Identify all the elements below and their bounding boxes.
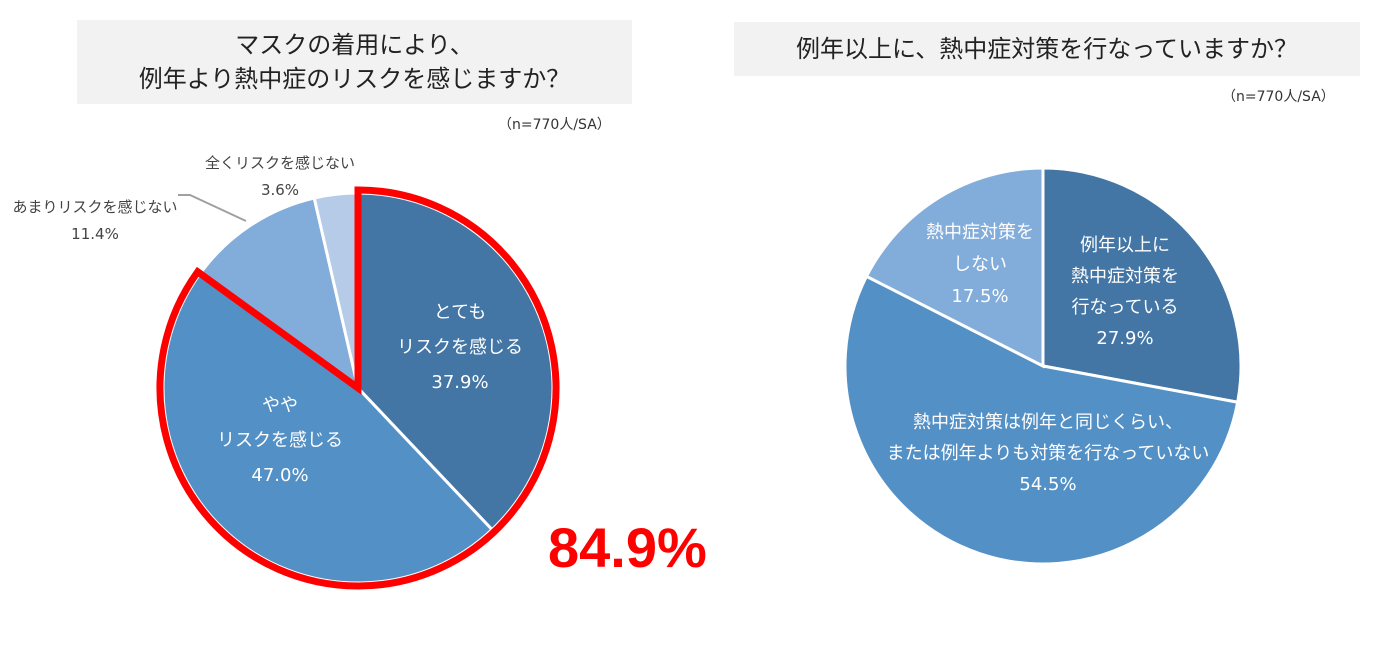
right-pie-slice-2 xyxy=(864,166,1045,369)
title-line: 例年より熱中症のリスクを感じますか？ xyxy=(138,65,571,93)
label-text: 行なっている xyxy=(1071,297,1179,318)
value-label: 37.9% xyxy=(431,372,489,393)
leader-line xyxy=(178,194,247,222)
label-text: リスクを感じる xyxy=(217,430,343,451)
label-text: 熱中症対策を xyxy=(926,222,1034,243)
highlight-total: 84.9% xyxy=(548,516,707,579)
label-text: 熱中症対策を xyxy=(1071,266,1179,287)
value-label: 47.0% xyxy=(251,465,309,486)
highlight-outline xyxy=(156,186,560,590)
label-text: しない xyxy=(953,254,1007,275)
right-sample-note: （n=770人/SA） xyxy=(1222,89,1335,105)
slice-label-not-at-all: 全くリスクを感じない 3.6% xyxy=(190,150,370,204)
label-text: または例年よりも対策を行なっていない xyxy=(886,443,1210,464)
label-text: とても xyxy=(433,302,487,323)
label-text: 全くリスクを感じない xyxy=(204,154,355,172)
right-chart-title: 例年以上に、熱中症対策を行なっていますか？ xyxy=(734,22,1360,76)
value-label: 11.4% xyxy=(71,225,119,243)
label-text: 熱中症対策は例年と同じくらい、 xyxy=(913,412,1183,433)
value-label: 27.9% xyxy=(1096,328,1154,349)
slice-label-none: 熱中症対策を しない 17.5% xyxy=(900,217,1060,313)
slice-label-same: 熱中症対策は例年と同じくらい、 または例年よりも対策を行なっていない 54.5% xyxy=(848,407,1248,500)
slice-label-somewhat: やや リスクを感じる 47.0% xyxy=(180,388,380,493)
slice-label-not-much: あまりリスクを感じない 11.4% xyxy=(0,194,190,248)
label-text: あまりリスクを感じない xyxy=(12,198,178,216)
label-text: やや xyxy=(262,395,298,416)
left-sample-note: （n=770人/SA） xyxy=(498,117,611,133)
right-pie-slice-1 xyxy=(843,274,1240,566)
label-text: 例年以上に xyxy=(1080,235,1170,256)
left-chart-title: マスクの着用により、 例年より熱中症のリスクを感じますか？ xyxy=(77,20,632,104)
value-label: 3.6% xyxy=(260,181,300,199)
slice-label-very: とても リスクを感じる 37.9% xyxy=(360,295,560,400)
slice-label-more: 例年以上に 熱中症対策を 行なっている 27.9% xyxy=(1035,230,1215,354)
title-line: マスクの着用により、 xyxy=(235,31,474,59)
left-pie-slice-2 xyxy=(198,196,361,392)
value-label: 17.5% xyxy=(951,286,1009,307)
value-label: 54.5% xyxy=(1019,474,1077,495)
label-text: リスクを感じる xyxy=(397,337,523,358)
right-pie-slice-0 xyxy=(1041,166,1243,404)
